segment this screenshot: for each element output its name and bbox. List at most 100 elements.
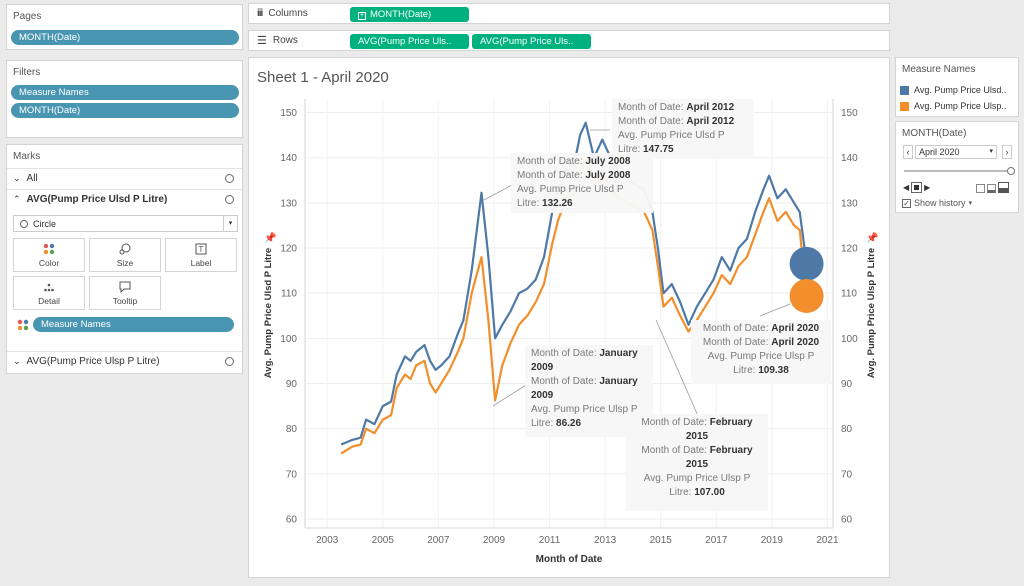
tooltip-key: Avg. Pump Price Ulsd P xyxy=(517,184,624,195)
filters-card: Filters Measure Names MONTH(Date) xyxy=(6,60,243,138)
tooltip-value: July 2008 xyxy=(585,170,631,181)
tooltip-value: February xyxy=(709,417,753,428)
marks-all-label: All xyxy=(26,173,38,184)
mark-type-dropdown[interactable]: Circle ▾ xyxy=(13,215,238,232)
sheet-view: Sheet 1 - April 2020 xyxy=(248,57,890,578)
filter-pill-measure-names[interactable]: Measure Names xyxy=(11,85,239,100)
columns-label: Columns xyxy=(268,8,308,19)
detail-icon xyxy=(44,283,54,291)
pages-title: Pages xyxy=(13,11,42,22)
size-icon xyxy=(119,243,131,254)
columns-shelf: iii Columns + MONTH(Date) xyxy=(248,3,890,24)
color-button[interactable]: Color xyxy=(13,238,85,272)
play-back-icon[interactable]: ◀ xyxy=(903,183,910,192)
filters-title: Filters xyxy=(13,67,41,78)
legend-item-ulsd[interactable]: Avg. Pump Price Ulsd.. xyxy=(900,85,1006,95)
page-slider[interactable] xyxy=(904,167,1015,175)
label-label: Label xyxy=(190,257,212,268)
page-slider-thumb[interactable] xyxy=(1007,167,1015,175)
svg-text:T: T xyxy=(199,245,204,254)
dropdown-arrow-icon[interactable]: ▾ xyxy=(968,200,973,207)
marks-color-pill-measure-names[interactable]: Measure Names xyxy=(33,317,234,332)
tooltip-key: Month of Date: xyxy=(531,376,600,387)
tooltip-key: Month of Date: xyxy=(531,348,600,359)
rows-pill-ulsd[interactable]: AVG(Pump Price Uls.. xyxy=(350,34,469,49)
label-icon: T xyxy=(195,243,207,254)
chevron-down-icon: ⌄ xyxy=(13,356,21,366)
speed-fast-icon[interactable] xyxy=(998,182,1009,193)
marks-measure1-row[interactable]: ⌃ AVG(Pump Price Ulsd P Litre) xyxy=(7,189,242,209)
rows-pill-ulsp[interactable]: AVG(Pump Price Uls.. xyxy=(472,34,591,49)
tooltip-label: Tooltip xyxy=(112,295,138,306)
tooltip-key: Avg. Pump Price Ulsp P xyxy=(643,473,751,484)
tooltip-key: Month of Date: xyxy=(702,337,772,348)
color-encoding-icon xyxy=(17,319,29,331)
tooltip-value: April 2012 xyxy=(686,116,735,127)
legend-swatch-ulsd xyxy=(900,85,909,95)
chevron-down-icon: ⌄ xyxy=(13,173,21,183)
pages-pill-month-date[interactable]: MONTH(Date) xyxy=(11,30,239,45)
tooltip-value: 2015 xyxy=(685,431,709,442)
chevron-up-icon: ⌃ xyxy=(13,194,21,204)
tooltip-key: Avg. Pump Price Ulsd P xyxy=(618,130,725,141)
tooltip-key: Month of Date: xyxy=(517,156,586,167)
tooltip-value: 107.00 xyxy=(694,487,725,498)
expand-icon: + xyxy=(358,12,366,20)
legend-label-ulsd: Avg. Pump Price Ulsd.. xyxy=(914,85,1007,95)
speed-controls xyxy=(976,182,1009,193)
show-history-checkbox[interactable]: ✓ xyxy=(902,198,911,208)
tooltip-button[interactable]: Tooltip xyxy=(89,276,161,310)
playback-controls: ◀ ▶ xyxy=(903,182,930,193)
circle-mark-icon xyxy=(225,195,234,204)
tooltip-key: Month of Date: xyxy=(517,170,586,181)
tooltip-key: Litre: xyxy=(531,418,557,429)
page-select[interactable]: April 2020 ▾ xyxy=(915,145,997,159)
tooltip-february-2015: Month of Date: February 2015 Month of Da… xyxy=(626,414,768,511)
circle-mark-icon xyxy=(225,357,234,366)
play-forward-icon[interactable]: ▶ xyxy=(924,183,931,192)
tooltip-value: April 2020 xyxy=(771,323,820,334)
show-history-row[interactable]: ✓ Show history ▾ xyxy=(902,198,972,208)
legend-card: Measure Names Avg. Pump Price Ulsd.. Avg… xyxy=(895,57,1019,117)
color-icon xyxy=(43,243,55,254)
mark-type-value: Circle xyxy=(33,218,57,229)
marks-measure2-label: AVG(Pump Price Ulsp P Litre) xyxy=(26,356,160,367)
page-prev-button[interactable]: ‹ xyxy=(903,145,913,159)
detail-button[interactable]: Detail xyxy=(13,276,85,310)
columns-pill-label: MONTH(Date) xyxy=(370,9,432,20)
marks-title: Marks xyxy=(13,151,41,162)
rows-shelf: ☰ Rows AVG(Pump Price Uls.. AVG(Pump Pri… xyxy=(248,30,890,51)
legend-item-ulsp[interactable]: Avg. Pump Price Ulsp.. xyxy=(900,101,1006,111)
tooltip-key: Month of Date: xyxy=(641,417,710,428)
filter-pill-month-date[interactable]: MONTH(Date) xyxy=(11,103,239,118)
tooltip-april-2020: Month of Date: April 2020 Month of Date:… xyxy=(691,320,831,384)
circle-mark-icon xyxy=(225,174,234,183)
speed-slow-icon[interactable] xyxy=(976,184,985,193)
tooltip-value: July 2008 xyxy=(585,156,631,167)
tooltip-key: Month of Date: xyxy=(641,445,710,456)
tooltip-value: 147.75 xyxy=(643,144,674,155)
tooltip-icon xyxy=(119,281,131,293)
tooltip-key: Litre: xyxy=(669,487,695,498)
marks-measure2-row[interactable]: ⌄ AVG(Pump Price Ulsp P Litre) xyxy=(7,351,242,371)
rows-icon: ☰ xyxy=(257,35,267,47)
stop-icon[interactable] xyxy=(911,182,923,193)
marks-all-row[interactable]: ⌄ All xyxy=(7,168,242,188)
label-button[interactable]: T Label xyxy=(165,238,237,272)
speed-medium-icon[interactable] xyxy=(987,184,996,193)
tooltip-value: April 2012 xyxy=(686,102,735,113)
tooltip-value: 109.38 xyxy=(758,365,789,376)
columns-pill-month-date[interactable]: + MONTH(Date) xyxy=(350,7,469,22)
show-history-label: Show history xyxy=(914,198,966,208)
size-label: Size xyxy=(116,257,134,268)
rows-label: Rows xyxy=(272,35,298,46)
tooltip-value: 86.26 xyxy=(556,418,582,429)
pages-card: Pages MONTH(Date) xyxy=(6,4,243,50)
dropdown-arrow-icon: ▾ xyxy=(989,148,993,155)
size-button[interactable]: Size xyxy=(89,238,161,272)
legend-swatch-ulsp xyxy=(900,101,909,111)
tooltip-value: January xyxy=(599,348,638,359)
page-select-value: April 2020 xyxy=(919,147,960,157)
page-next-button[interactable]: › xyxy=(1002,145,1012,159)
page-control-card: MONTH(Date) ‹ April 2020 ▾ › ◀ ▶ ✓ Show … xyxy=(895,121,1019,213)
